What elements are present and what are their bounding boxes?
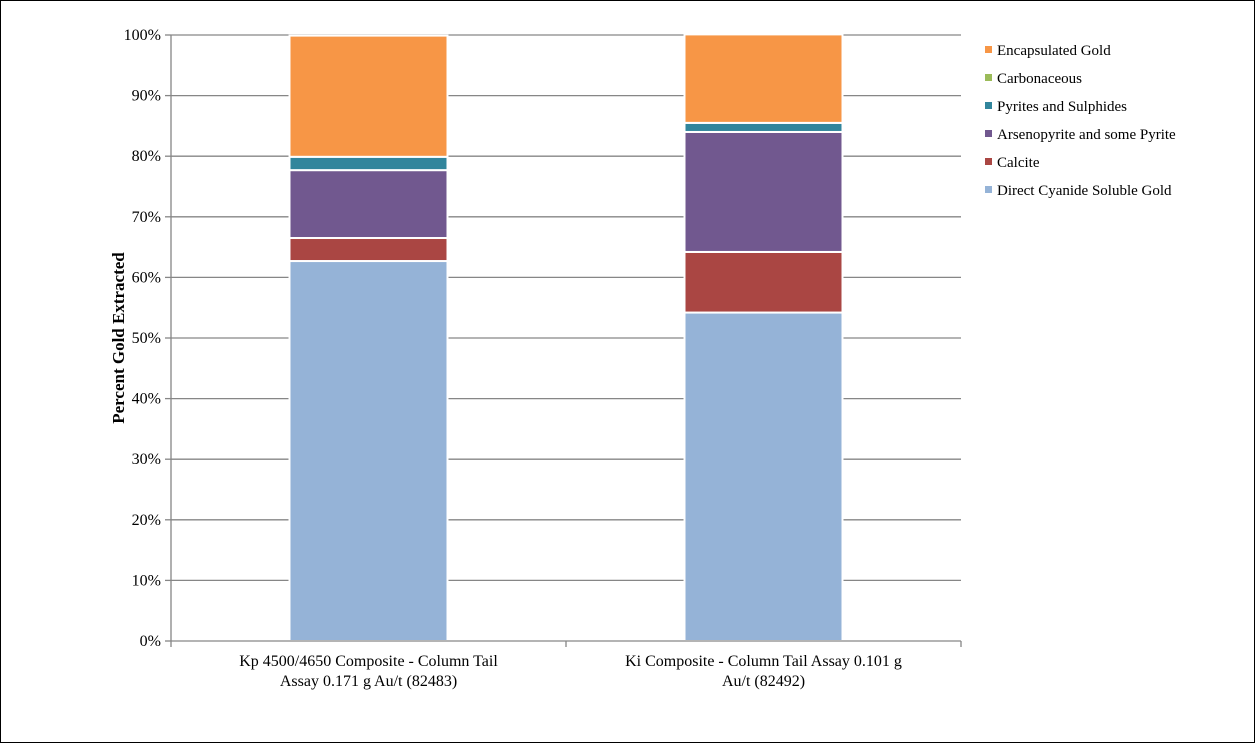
y-tick-label: 100% [124, 27, 161, 44]
bar-segment [683, 250, 844, 314]
bar-segment [683, 311, 844, 642]
legend-swatch [985, 46, 992, 53]
x-category-label: Kp 4500/4650 Composite - Column Tail [239, 653, 498, 670]
bar-segment [288, 237, 449, 263]
y-tick-label: 0% [140, 633, 161, 650]
bar-segment [288, 155, 449, 172]
y-tick-label: 60% [132, 269, 161, 286]
y-tick-label: 10% [132, 572, 161, 589]
y-tick-label: 40% [132, 391, 161, 408]
y-tick-label: 30% [132, 451, 161, 468]
bar-segment [683, 121, 844, 133]
bar-segment [288, 169, 449, 240]
x-category-label: Au/t (82492) [722, 673, 805, 690]
legend-label: Carbonaceous [997, 71, 1082, 87]
y-axis-label: Percent Gold Extracted [109, 252, 128, 424]
legend-swatch [985, 158, 992, 165]
bar-segment [288, 260, 449, 642]
x-category-label: Ki Composite - Column Tail Assay 0.101 g [625, 653, 902, 670]
bar-segment [288, 34, 449, 158]
legend-swatch [985, 102, 992, 109]
bar-segment [683, 33, 844, 124]
legend-label: Calcite [997, 155, 1040, 171]
legend-swatch [985, 130, 992, 137]
y-tick-label: 70% [132, 209, 161, 226]
legend-swatch [985, 186, 992, 193]
y-tick-label: 20% [132, 512, 161, 529]
legend-label: Encapsulated Gold [997, 43, 1111, 59]
legend-swatch [985, 74, 992, 81]
y-tick-label: 50% [132, 330, 161, 347]
y-tick-label: 80% [132, 148, 161, 165]
legend-label: Direct Cyanide Soluble Gold [997, 183, 1172, 199]
bar-segment [683, 130, 844, 253]
legend-label: Arsenopyrite and some Pyrite [997, 127, 1176, 143]
legend-label: Pyrites and Sulphides [997, 99, 1127, 115]
y-tick-label: 90% [132, 88, 161, 105]
x-category-label: Assay 0.171 g Au/t (82483) [280, 673, 457, 690]
